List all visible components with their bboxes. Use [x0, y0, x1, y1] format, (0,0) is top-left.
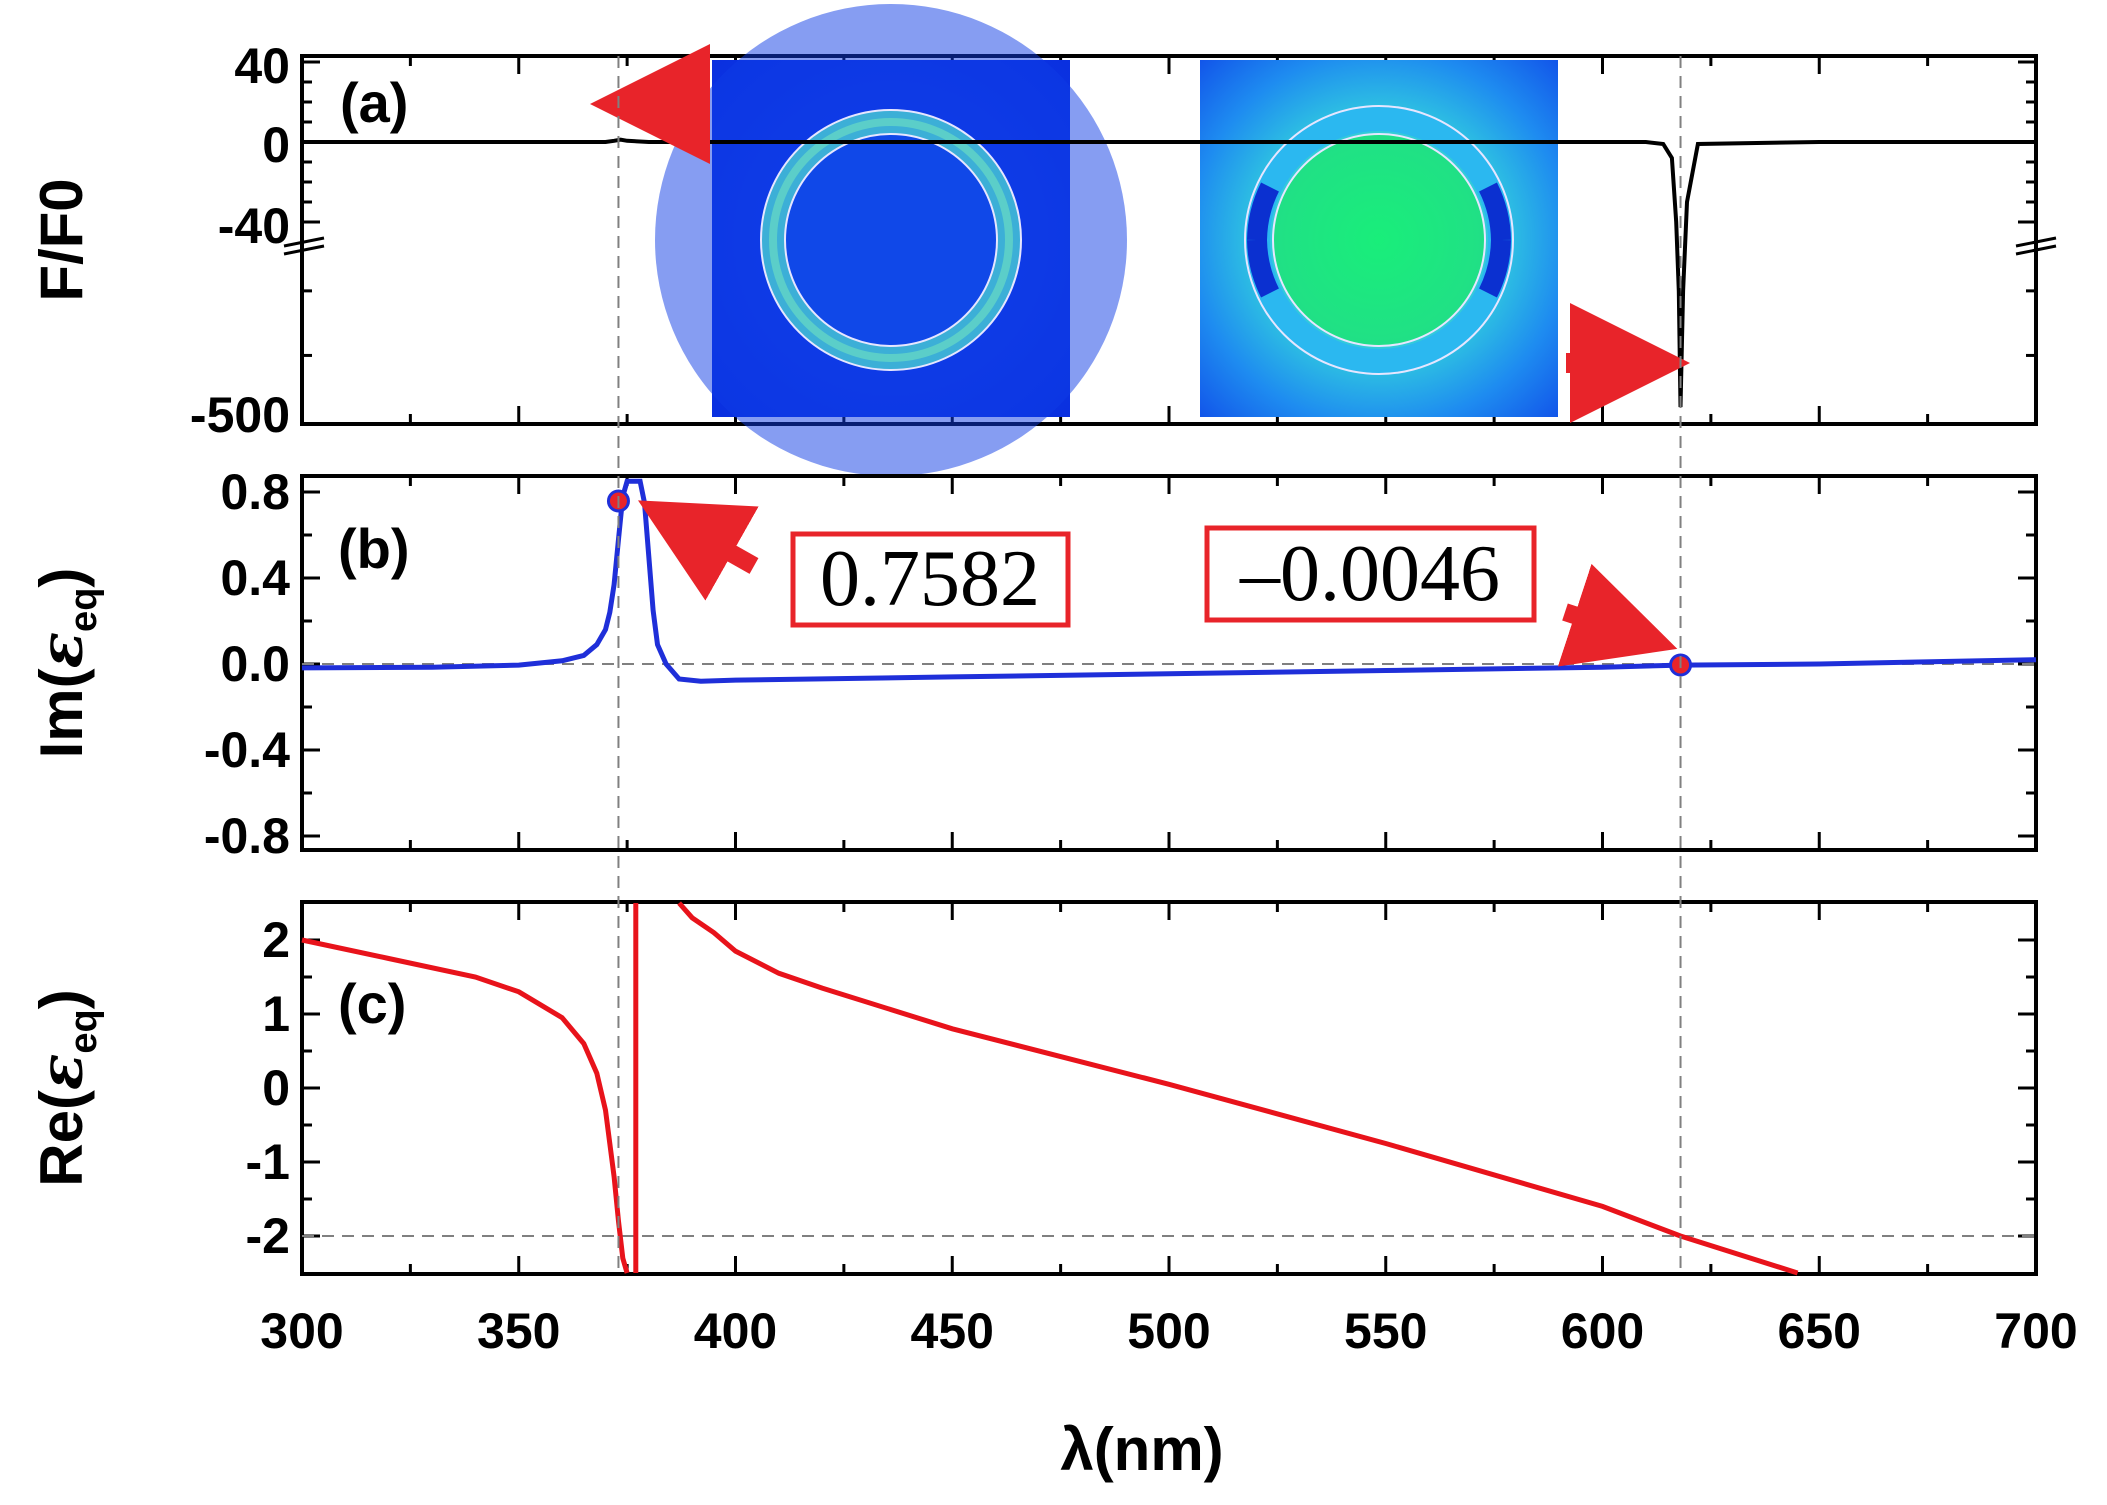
axis-break-left: [283, 236, 325, 256]
x-tick-label: 500: [1127, 1303, 1210, 1359]
panel-c-ticks: [300, 902, 2038, 1274]
panel-c-ytick-label: -2: [246, 1208, 290, 1264]
x-tick-label: 600: [1561, 1303, 1644, 1359]
callout-text-minus-0-0046: –0.0046: [1239, 530, 1500, 618]
panel-b-ytick-label: 0.0: [220, 636, 290, 692]
panel-b-ylabel: Im(εeq): [27, 568, 105, 759]
inset-field-map-2: [1200, 60, 1558, 417]
panel-b-ytick-labels: -0.8 -0.4 0.0 0.4 0.8: [204, 464, 290, 864]
x-tick-label: 300: [260, 1303, 343, 1359]
callout-text-0-7582: 0.7582: [820, 535, 1040, 623]
panel-a-frame: [300, 54, 2038, 426]
panel-c-ytick-label: 1: [262, 986, 290, 1042]
panel-b-ytick-label: -0.8: [204, 808, 290, 864]
panel-c-ytick-label: -1: [246, 1134, 290, 1190]
panel-c-series-lines: [301, 901, 1799, 1276]
panel-c-ytick-label: 2: [262, 912, 290, 968]
x-tick-label: 650: [1778, 1303, 1861, 1359]
panel-c-ytick-label: 0: [262, 1060, 290, 1116]
panel-c-label: (c): [338, 972, 406, 1035]
inset-field-map-1: [655, 4, 1127, 476]
x-tick-label: 350: [477, 1303, 560, 1359]
arrow-to-peak: [637, 500, 759, 601]
panel-b-label: (b): [338, 517, 410, 580]
x-tick-label: 400: [694, 1303, 777, 1359]
panel-a-ytick-label-40: 40: [234, 38, 290, 94]
panel-a-ticks: [300, 56, 2038, 424]
vertical-marker-lines: [617, 56, 1682, 1274]
x-tick-label: 550: [1344, 1303, 1427, 1359]
x-tick-label: 450: [911, 1303, 994, 1359]
axis-break-right: [2015, 236, 2057, 256]
panel-b-ytick-label: 0.8: [220, 464, 290, 520]
panel-a-series-line: [302, 137, 2036, 408]
x-tick-labels: 300 350 400 450 500 550 600 650 700: [260, 1303, 2077, 1359]
panel-c-series-segment: [677, 901, 1799, 1276]
callout-box-0-7582: [790, 531, 1071, 628]
panel-a-ylabel: F/F0: [28, 178, 95, 301]
panel-b-series-line: [301, 478, 2037, 684]
panel-c-ylabel: Re(εeq): [27, 989, 105, 1187]
panel-a-label: (a): [340, 71, 408, 134]
x-axis-title: λ(nm): [1060, 1416, 1223, 1483]
panel-a-ytick-label-minus500: -500: [190, 387, 290, 443]
panel-b-ytick-label: -0.4: [204, 722, 290, 778]
panel-c-frame: [300, 900, 2038, 1276]
arrow-to-min-point: [1557, 563, 1678, 667]
callout-box-minus-0-0046: [1204, 525, 1537, 623]
callout-minus-0-0046: –0.0046: [1204, 525, 1678, 667]
panel-a-ytick-label-minus40: -40: [218, 198, 290, 254]
panel-c-ytick-labels: -2 -1 0 1 2: [246, 912, 290, 1264]
panel-c: (c) Re(εeq) -2 -1 0 1 2 300 350 400 450 500 550 60…: [27, 900, 2078, 1359]
x-tick-label: 700: [1994, 1303, 2077, 1359]
panel-a-ytick-label-0: 0: [262, 117, 290, 173]
panel-b: (b) Im(εeq) -0.8 -0.4 0.0 0.4 0.8 0.7582 –0.…: [27, 464, 2038, 864]
panel-a-insets: [655, 4, 1558, 476]
panel-b-ytick-label: 0.4: [220, 550, 290, 606]
panel-a: (a) F/F0 40 0 -40 -500: [28, 4, 2057, 476]
callout-0-7582: 0.7582: [637, 500, 1071, 628]
